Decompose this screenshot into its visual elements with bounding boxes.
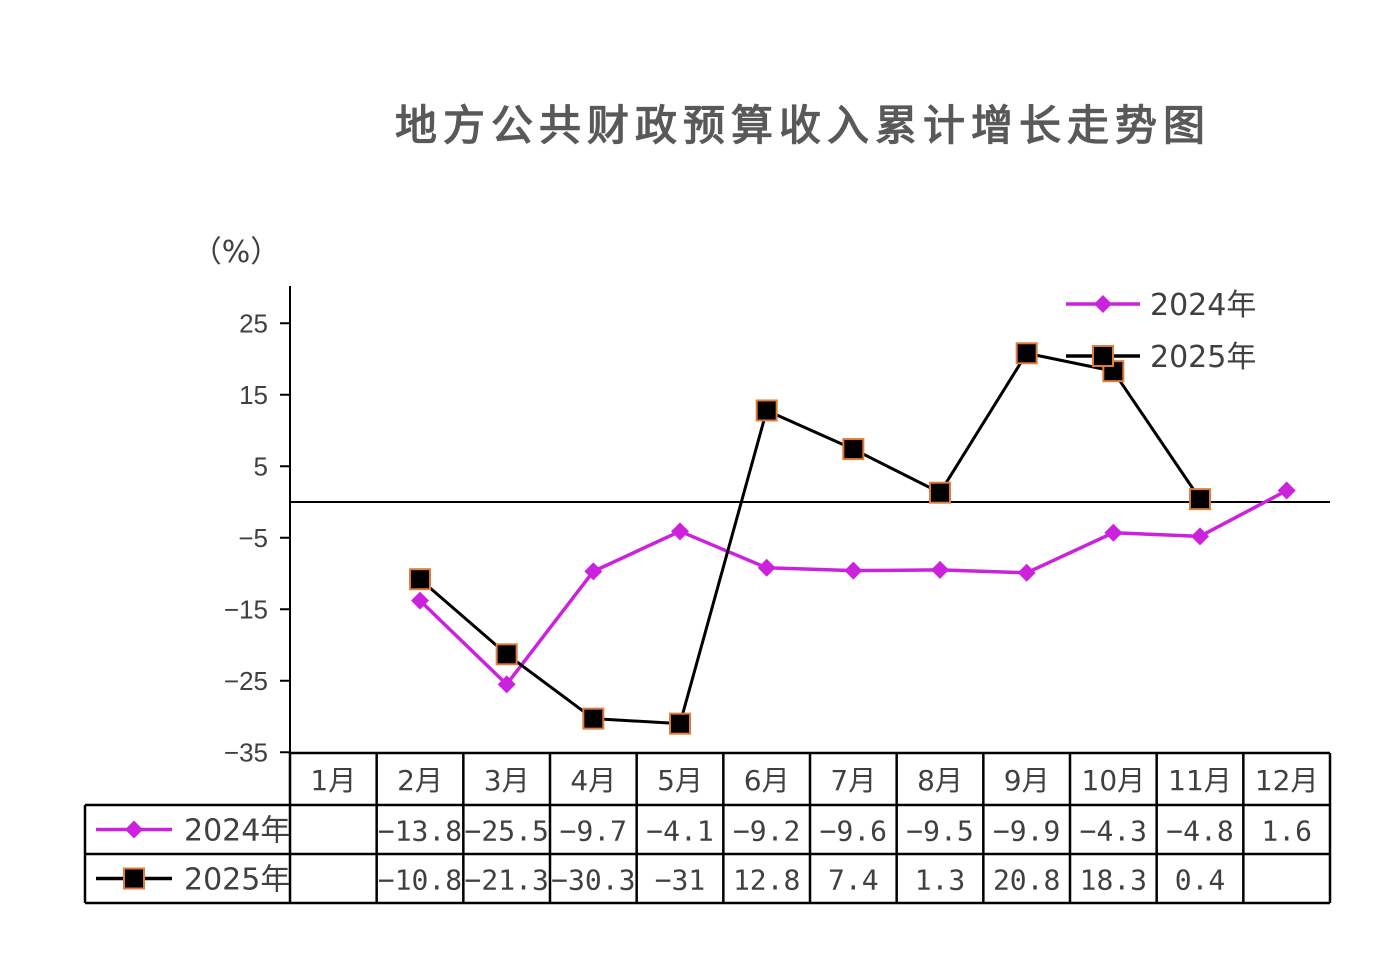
- data-point: [582, 707, 605, 730]
- data-point: [931, 560, 949, 579]
- data-label: −4.8: [1166, 815, 1233, 848]
- x-tick-label: 4月: [570, 764, 616, 797]
- data-label: 0.4: [1175, 864, 1226, 897]
- y-axis-unit: （%）: [192, 235, 281, 270]
- y-tick-label: −25: [224, 666, 268, 696]
- data-label: −30.3: [551, 864, 635, 897]
- legend-label: 2025年: [1150, 340, 1256, 375]
- x-tick-label: 10月: [1082, 764, 1146, 797]
- data-point: [584, 562, 603, 581]
- data-label: −9.7: [560, 815, 627, 848]
- series-line: [419, 351, 1202, 726]
- data-label: −9.6: [820, 815, 887, 848]
- table-series-key-marker: [123, 867, 145, 890]
- x-tick-label: 11月: [1168, 764, 1232, 797]
- data-label: 20.8: [993, 864, 1060, 897]
- x-tick-label: 3月: [484, 764, 530, 797]
- data-point: [757, 558, 776, 577]
- y-tick-label: 25: [239, 308, 268, 338]
- data-point: [1277, 481, 1296, 500]
- data-point: [1017, 563, 1036, 582]
- data-point: [669, 712, 691, 735]
- data-point: [842, 438, 865, 461]
- x-tick-label: 5月: [657, 764, 703, 797]
- x-tick-label: 12月: [1255, 764, 1319, 797]
- table-row-header: 2025年: [184, 863, 290, 898]
- data-label: −4.3: [1080, 815, 1147, 848]
- data-label: 7.4: [828, 864, 879, 897]
- y-tick-label: −15: [224, 594, 268, 624]
- table-row-header: 2024年: [184, 814, 290, 849]
- table-series-key-marker: [125, 820, 143, 839]
- data-point: [495, 643, 518, 666]
- series-line: [418, 489, 1288, 687]
- chart-title: 地方公共财政预算收入累计增长走势图: [394, 101, 1211, 150]
- x-tick-label: 6月: [744, 764, 790, 797]
- data-label: −9.2: [733, 815, 800, 848]
- data-point: [411, 591, 429, 610]
- data-label: 18.3: [1080, 864, 1147, 897]
- data-point: [671, 522, 689, 541]
- data-label: −13.8: [378, 815, 462, 848]
- legend-marker: [1092, 345, 1114, 367]
- data-point: [1015, 342, 1038, 365]
- data-label: −4.1: [646, 815, 713, 848]
- data-point: [1104, 523, 1123, 542]
- x-tick-label: 2月: [397, 764, 443, 797]
- data-label: −9.5: [906, 815, 973, 848]
- legend-label: 2024年: [1150, 288, 1256, 323]
- data-point: [844, 561, 863, 580]
- data-label: −9.9: [993, 815, 1060, 848]
- data-label: −31: [655, 864, 706, 897]
- data-point: [1189, 488, 1211, 511]
- data-label: −21.3: [465, 864, 549, 897]
- data-point: [1191, 527, 1209, 546]
- data-point: [929, 481, 951, 504]
- data-label: −25.5: [465, 815, 549, 848]
- data-label: −10.8: [378, 864, 462, 897]
- x-tick-label: 1月: [310, 764, 356, 797]
- legend-marker: [1094, 295, 1112, 313]
- y-tick-label: 5: [254, 451, 268, 481]
- data-point: [409, 568, 431, 591]
- data-label: 1.6: [1261, 815, 1312, 848]
- x-tick-label: 7月: [830, 764, 876, 797]
- data-point: [755, 399, 778, 422]
- data-point: [497, 675, 516, 694]
- x-tick-label: 8月: [917, 764, 963, 797]
- data-label: 12.8: [733, 864, 800, 897]
- data-label: 1.3: [915, 864, 966, 897]
- y-tick-label: 15: [239, 380, 268, 410]
- y-tick-label: −5: [238, 523, 268, 553]
- x-tick-label: 9月: [1004, 764, 1050, 797]
- y-tick-label: −35: [224, 737, 268, 767]
